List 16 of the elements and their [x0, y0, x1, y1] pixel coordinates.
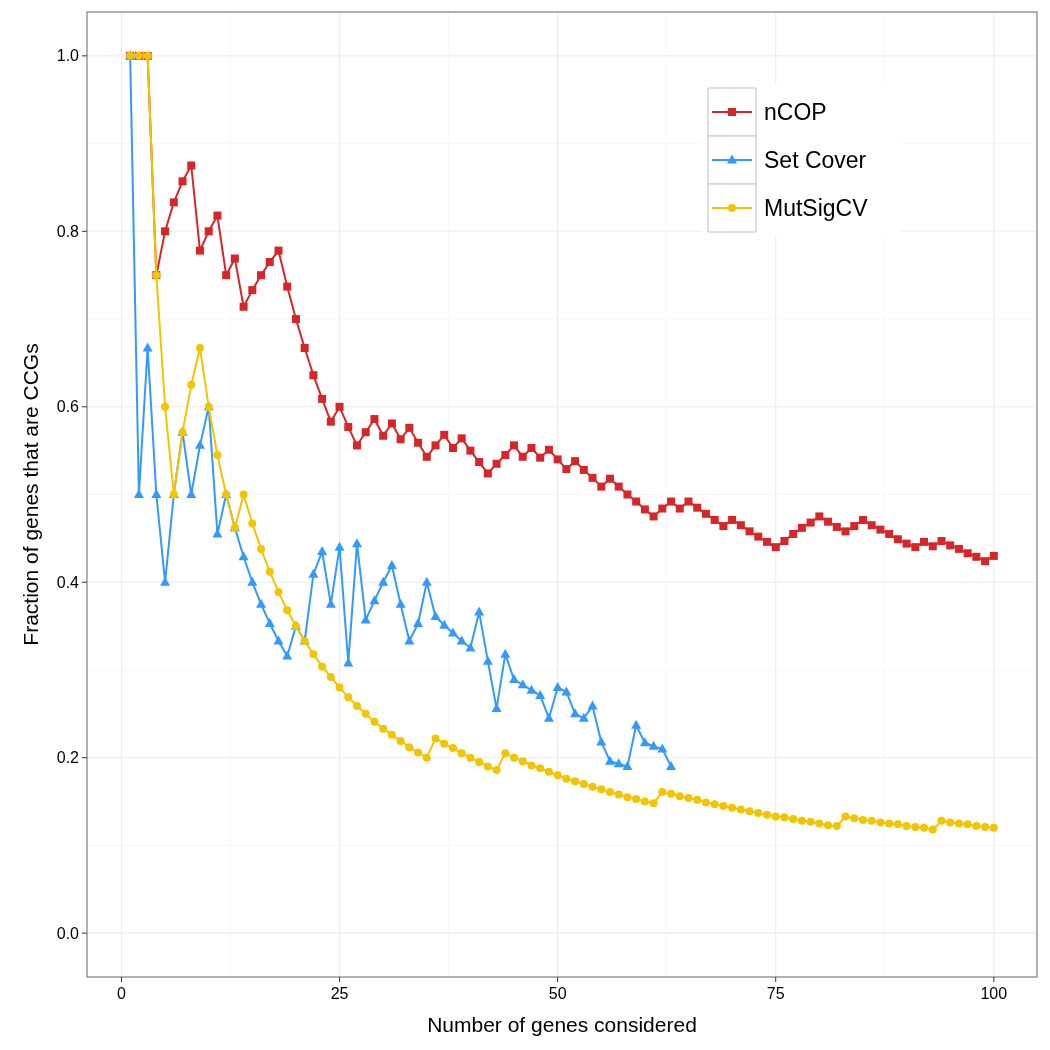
y-tick-label: 0.6 — [56, 398, 80, 416]
legend-label: Set Cover — [764, 147, 867, 174]
y-tick-label: 1.0 — [56, 47, 80, 65]
x-axis-title: Number of genes considered — [427, 1013, 697, 1036]
x-tick-label: 100 — [980, 985, 1008, 1002]
x-tick-label: 50 — [548, 985, 567, 1002]
legend-label: nCOP — [764, 99, 827, 126]
legend-label: MutSigCV — [764, 195, 869, 222]
y-tick-label: 0.4 — [56, 573, 80, 591]
y-tick-label: 0.0 — [56, 924, 80, 942]
x-tick-label: 0 — [117, 985, 127, 1002]
x-tick-label: 25 — [330, 985, 349, 1002]
y-axis-title: Fraction of genes that are CCGs — [19, 343, 42, 646]
x-tick-label: 75 — [766, 985, 785, 1002]
y-tick-label: 0.8 — [56, 222, 80, 240]
y-tick-label: 0.2 — [56, 749, 80, 767]
